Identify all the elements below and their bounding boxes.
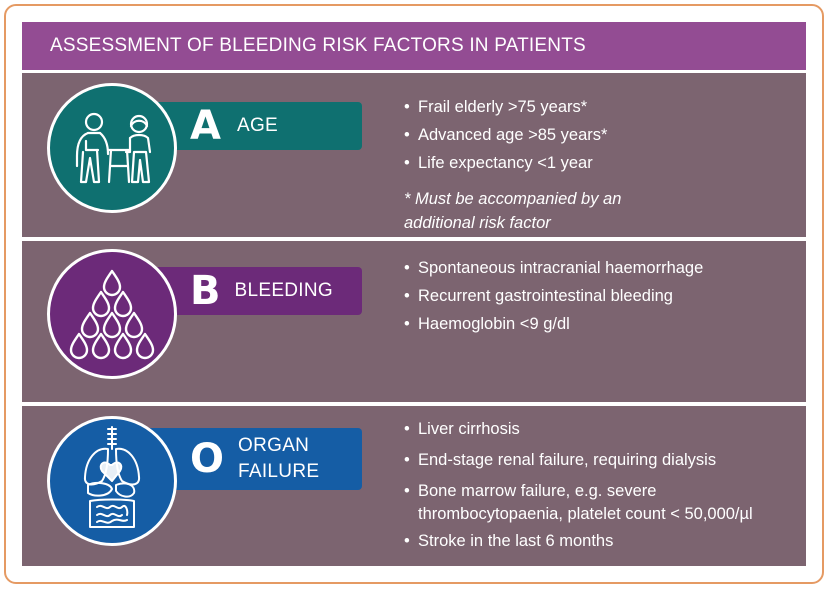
bullet-list-bleeding: Spontaneous intracranial haemorrhage Rec…: [404, 254, 703, 338]
category-label-organ-failure: O ORGAN FAILURE: [150, 428, 362, 490]
list-item: Haemoglobin <9 g/dl: [404, 310, 703, 338]
list-item: Life expectancy <1 year: [404, 149, 607, 177]
list-item: Liver cirrhosis: [404, 418, 753, 441]
category-name-line2: FAILURE: [238, 461, 320, 482]
section-organ-failure: O ORGAN FAILURE Liver cirrhosis: [22, 406, 806, 566]
list-item: Advanced age >85 years*: [404, 121, 607, 149]
section-age: A AGE Frail elderly >75 years* Advance: [22, 73, 806, 237]
category-letter: A: [190, 103, 221, 149]
category-name-line1: ORGAN: [238, 435, 310, 456]
section-bleeding: B BLEEDING Spontaneous intracranial haem…: [22, 241, 806, 402]
footnote: * Must be accompanied by an additional r…: [404, 190, 622, 232]
title-text: ASSESSMENT OF BLEEDING RISK FACTORS IN P…: [50, 35, 586, 56]
internal-organs-icon: [47, 416, 177, 546]
elderly-people-icon: [47, 83, 177, 213]
blood-drops-icon: [47, 249, 177, 379]
category-label-age: A AGE: [150, 102, 362, 150]
list-item: Spontaneous intracranial haemorrhage: [404, 254, 703, 282]
list-item: End-stage renal failure, requiring dialy…: [404, 449, 753, 472]
category-letter: O: [190, 436, 225, 482]
list-item: Recurrent gastrointestinal bleeding: [404, 282, 703, 310]
page-title: ASSESSMENT OF BLEEDING RISK FACTORS IN P…: [22, 22, 806, 70]
list-item: Stroke in the last 6 months: [404, 530, 753, 553]
list-item: Frail elderly >75 years*: [404, 93, 607, 121]
category-label-bleeding: B BLEEDING: [150, 267, 362, 315]
category-letter: B: [190, 268, 221, 314]
list-item-line: Bone marrow failure, e.g. severe: [418, 482, 657, 500]
bullet-list-organ-failure: Liver cirrhosis End-stage renal failure,…: [404, 418, 753, 553]
outer-frame: [4, 4, 824, 584]
category-name: AGE: [236, 115, 278, 136]
bullet-list-age: Frail elderly >75 years* Advanced age >8…: [404, 93, 607, 177]
category-name: ORGAN FAILURE: [238, 433, 319, 485]
list-item: Bone marrow failure, e.g. severe thrombo…: [404, 480, 753, 526]
list-item-line: thrombocytopaenia, platelet count < 50,0…: [418, 505, 753, 523]
category-name: BLEEDING: [234, 280, 333, 301]
